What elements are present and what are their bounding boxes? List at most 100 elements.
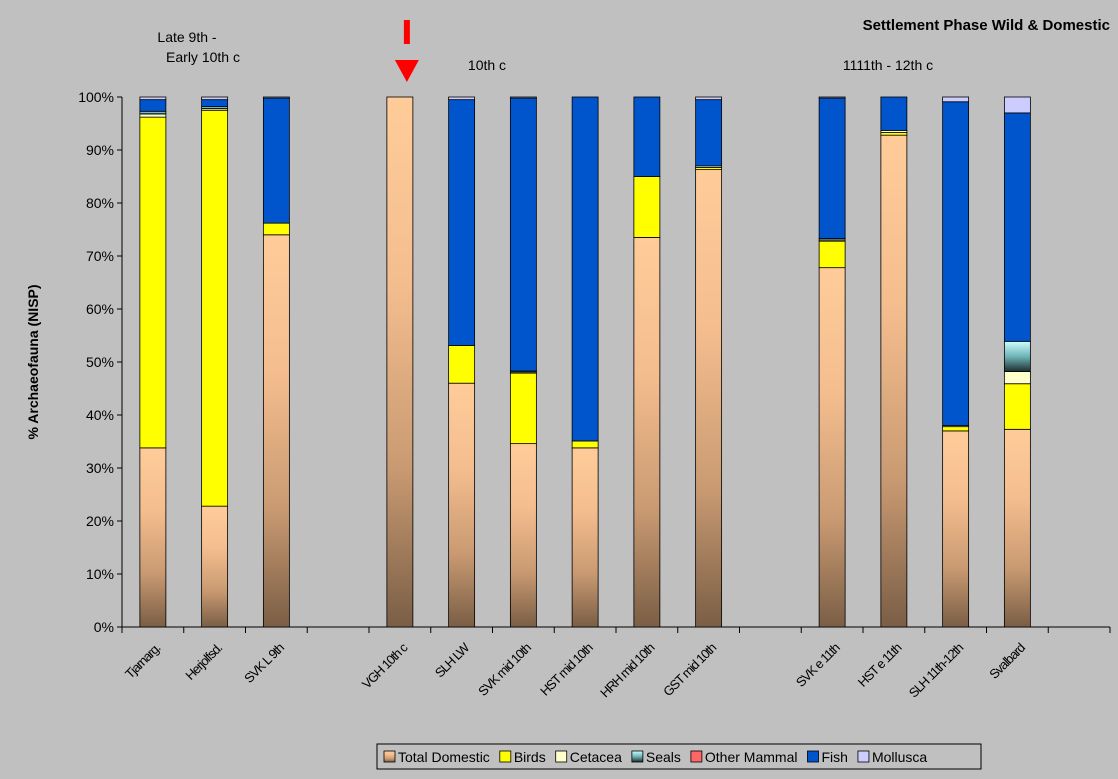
- legend-item-seals: Seals: [631, 749, 681, 765]
- chart-title: Settlement Phase Wild & Domestic: [863, 17, 1110, 34]
- bar-segment-total-domestic: [139, 447, 167, 628]
- x-tick-label: SVK e 11th: [793, 640, 843, 690]
- legend-label: Fish: [821, 749, 847, 765]
- legend-item-fish: Fish: [807, 749, 848, 765]
- y-tick-label: 70%: [86, 248, 114, 264]
- bar-segment-mollusca: [139, 96, 167, 101]
- bar-segment-total-domestic: [633, 237, 661, 628]
- bar-group-herjolfsd: [201, 96, 229, 628]
- bar-segment-seals: [1003, 340, 1031, 372]
- x-tick-label: SVK mid 10th: [475, 640, 534, 699]
- bar-segment-fish: [942, 101, 970, 426]
- bar-segment-mollusca: [448, 96, 476, 101]
- legend-frame: [376, 743, 982, 770]
- bar-group-svalbard: [1003, 96, 1031, 628]
- bar-segment-mollusca: [1003, 96, 1031, 114]
- legend-swatch: [857, 750, 870, 763]
- bar-segment-mollusca: [201, 96, 229, 101]
- bar-segment-birds: [139, 116, 167, 449]
- bar-segment-total-domestic: [1003, 428, 1031, 628]
- legend: Total Domestic Birds Cetacea Seals Other Mam…: [376, 743, 982, 770]
- legend-swatch: [807, 750, 819, 763]
- legend-swatch: [631, 750, 644, 763]
- x-tick-label: HST e 11th: [855, 640, 905, 690]
- y-axis-label: % Archaeofauna (NISP): [25, 284, 41, 439]
- bar-segment-birds: [201, 109, 229, 507]
- bar-segment-total-domestic: [262, 234, 290, 628]
- x-tick-label: Svalbard: [986, 640, 1028, 682]
- bar-segment-fish: [448, 99, 476, 346]
- x-tick-label: Tjarnarg.: [122, 640, 163, 681]
- period-label: 10th c: [468, 57, 506, 73]
- bar-segment-cetacea: [139, 113, 167, 118]
- bar-segment-total-domestic: [818, 267, 846, 628]
- bar-segment-total-domestic: [509, 443, 537, 628]
- bar-segment-birds: [262, 222, 290, 236]
- bar-group-vgh-10th-c: [386, 96, 414, 628]
- legend-swatch: [690, 750, 703, 763]
- bar-segment-mollusca: [818, 96, 846, 99]
- legend-item-birds: Birds: [499, 749, 546, 765]
- bar-segment-birds: [509, 372, 537, 445]
- bar-segment-fish: [1003, 112, 1031, 342]
- annotations: Late 9th - Early 10th c 10th c 1111th - 12t…: [157, 20, 933, 82]
- bar-segment-mollusca: [509, 96, 537, 99]
- bar-group-svk-e-11th: [818, 96, 846, 628]
- legend-item-other-mammal: Other Mammal: [690, 749, 798, 765]
- x-tick-label: GST mid 10th: [660, 640, 719, 699]
- bar-segment-fish: [201, 99, 229, 107]
- period-label: Late 9th -: [157, 29, 216, 45]
- bar-segment-total-domestic: [386, 96, 414, 628]
- x-tick-label: Herjolfsd.: [182, 640, 225, 683]
- bar-group-svk-mid-10th: [509, 96, 537, 628]
- x-tick-label: SVK L 9th: [241, 640, 287, 686]
- x-tick-label: HRH mid 10th: [597, 640, 657, 700]
- bar-segment-fish: [818, 97, 846, 239]
- x-tick-label: VGH 10th c: [359, 639, 411, 691]
- bar-segment-fish: [139, 99, 167, 112]
- bar-segment-total-domestic: [571, 447, 599, 628]
- legend-label: Mollusca: [872, 749, 927, 765]
- bar-group-svk-l-9th: [262, 96, 290, 628]
- y-tick-label: 40%: [86, 407, 114, 423]
- bar-segment-birds: [818, 240, 846, 269]
- bar-group-tjarnarg: [139, 96, 167, 628]
- legend-label: Seals: [646, 749, 681, 765]
- bar-segment-cetacea: [1003, 371, 1031, 385]
- y-tick-label: 10%: [86, 566, 114, 582]
- bar-segment-mollusca: [695, 96, 723, 101]
- y-tick-label: 30%: [86, 460, 114, 476]
- bar-group-slh-lw: [448, 96, 476, 628]
- y-tick-label: 50%: [86, 354, 114, 370]
- bar-segment-birds: [448, 345, 476, 384]
- legend-label: Other Mammal: [705, 749, 798, 765]
- bar-segment-birds: [1003, 383, 1031, 430]
- bar-segment-total-domestic: [448, 382, 476, 628]
- legend-label: Birds: [514, 749, 546, 765]
- y-tick-label: 80%: [86, 195, 114, 211]
- bar-segment-fish: [695, 99, 723, 167]
- legend-item-mollusca: Mollusca: [857, 749, 927, 765]
- legend-swatch: [555, 750, 568, 763]
- bar-segment-fish: [880, 96, 908, 131]
- x-tick-label: SLH LW: [432, 639, 473, 680]
- bar-segment-birds: [633, 176, 661, 238]
- legend-label: Total Domestic: [398, 749, 490, 765]
- legend-box: Total Domestic Birds Cetacea Seals Other Mam…: [376, 743, 982, 770]
- bar-group-hrh-mid-10th: [633, 96, 661, 628]
- bar-group-hst-mid-10th: [571, 96, 599, 628]
- bar-segment-fish: [633, 96, 661, 177]
- bars: [139, 96, 1031, 628]
- legend-swatch: [499, 750, 512, 763]
- legend-swatch: [383, 750, 396, 763]
- bar-group-slh-11th-12th: [942, 96, 970, 628]
- bar-group-hst-e-11th: [880, 96, 908, 628]
- period-label: 1111th - 12th c: [843, 57, 933, 73]
- bar-segment-total-domestic: [201, 505, 229, 628]
- legend-item-total-domestic: Total Domestic: [383, 749, 490, 765]
- y-tick-label: 20%: [86, 513, 114, 529]
- y-tick-label: 60%: [86, 301, 114, 317]
- legend-item-cetacea: Cetacea: [555, 749, 622, 765]
